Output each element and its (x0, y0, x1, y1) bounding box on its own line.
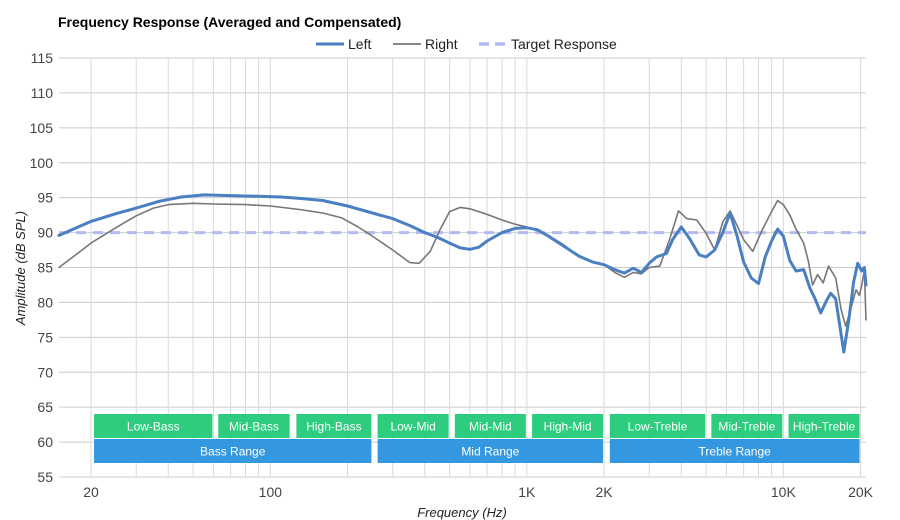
y-tick-label: 80 (37, 294, 53, 310)
band-label: Mid Range (461, 445, 519, 459)
x-tick-label: 10K (771, 484, 797, 500)
band-label: Low-Bass (127, 420, 180, 434)
band-rect (218, 414, 290, 438)
band-high-bass: High-Bass (296, 414, 372, 438)
band-rect (94, 439, 372, 463)
band-rect (454, 414, 526, 438)
y-tick-label: 70 (37, 364, 53, 380)
band-rect (609, 439, 860, 463)
band-label: Mid-Mid (469, 420, 512, 434)
y-tick-label: 95 (37, 190, 53, 206)
band-label: Treble Range (699, 445, 772, 459)
band-label: High-Mid (544, 420, 592, 434)
grid (59, 57, 866, 478)
x-tick-label: 1K (518, 484, 536, 500)
band-label: Mid-Bass (229, 420, 279, 434)
x-axis-ticks: 20 100 1K 2K 10K 20K (83, 484, 873, 500)
band-rect (377, 414, 449, 438)
series-left-line (57, 193, 868, 354)
y-tick-label: 115 (31, 50, 54, 66)
band-rect (609, 414, 706, 438)
y-tick-label: 75 (37, 329, 53, 345)
x-axis-title: Frequency (Hz) (417, 505, 507, 520)
band-high-mid: High-Mid (532, 414, 604, 438)
legend-label: Right (425, 36, 458, 52)
y-tick-label: 55 (37, 469, 53, 485)
series-right-line (58, 199, 867, 327)
band-label: High-Treble (793, 420, 856, 434)
x-tick-label: 2K (595, 484, 613, 500)
band-label: Low-Mid (390, 420, 435, 434)
legend-item-target-response: Target Response (479, 36, 617, 52)
y-tick-label: 105 (30, 120, 54, 136)
y-tick-label: 85 (37, 260, 53, 276)
band-rect (788, 414, 860, 438)
band-label: Bass Range (200, 445, 266, 459)
chart-title: Frequency Response (Averaged and Compens… (58, 14, 401, 30)
band-mid-range: Mid Range (377, 439, 604, 463)
band-low-mid: Low-Mid (377, 414, 449, 438)
band-low-bass: Low-Bass (94, 414, 213, 438)
band-label: Mid-Treble (718, 420, 775, 434)
frequency-bands: Low-Bass Mid-Bass High-Bass Low-Mid Mid-Mid H… (94, 414, 860, 463)
x-tick-label: 100 (259, 484, 283, 500)
band-label: High-Bass (306, 420, 361, 434)
band-low-treble: Low-Treble (609, 414, 706, 438)
y-axis-title: Amplitude (dB SPL) (13, 211, 28, 326)
legend-item-left: Left (316, 36, 371, 52)
band-rect (377, 439, 604, 463)
band-rect (296, 414, 372, 438)
band-mid-mid: Mid-Mid (454, 414, 526, 438)
legend-label: Target Response (511, 36, 617, 52)
x-tick-label: 20K (848, 484, 874, 500)
y-tick-label: 65 (37, 399, 53, 415)
x-tick-label: 20 (83, 484, 99, 500)
legend-item-right: Right (393, 36, 458, 52)
y-tick-label: 90 (37, 225, 53, 241)
band-rect (532, 414, 604, 438)
legend: Left Right Target Response (316, 36, 617, 52)
band-mid-treble: Mid-Treble (711, 414, 783, 438)
band-bass-range: Bass Range (94, 439, 372, 463)
band-label: Low-Treble (628, 420, 688, 434)
legend-label: Left (348, 36, 371, 52)
y-tick-label: 100 (30, 155, 54, 171)
band-rect (711, 414, 783, 438)
band-rect (94, 414, 213, 438)
data-series (57, 193, 868, 354)
y-tick-label: 60 (37, 434, 53, 450)
y-axis-ticks: 55 60 65 70 75 80 85 90 95 100 105 110 115 (30, 50, 54, 485)
band-treble-range: Treble Range (609, 439, 860, 463)
y-tick-label: 110 (31, 85, 54, 101)
band-mid-bass: Mid-Bass (218, 414, 290, 438)
band-high-treble: High-Treble (788, 414, 860, 438)
